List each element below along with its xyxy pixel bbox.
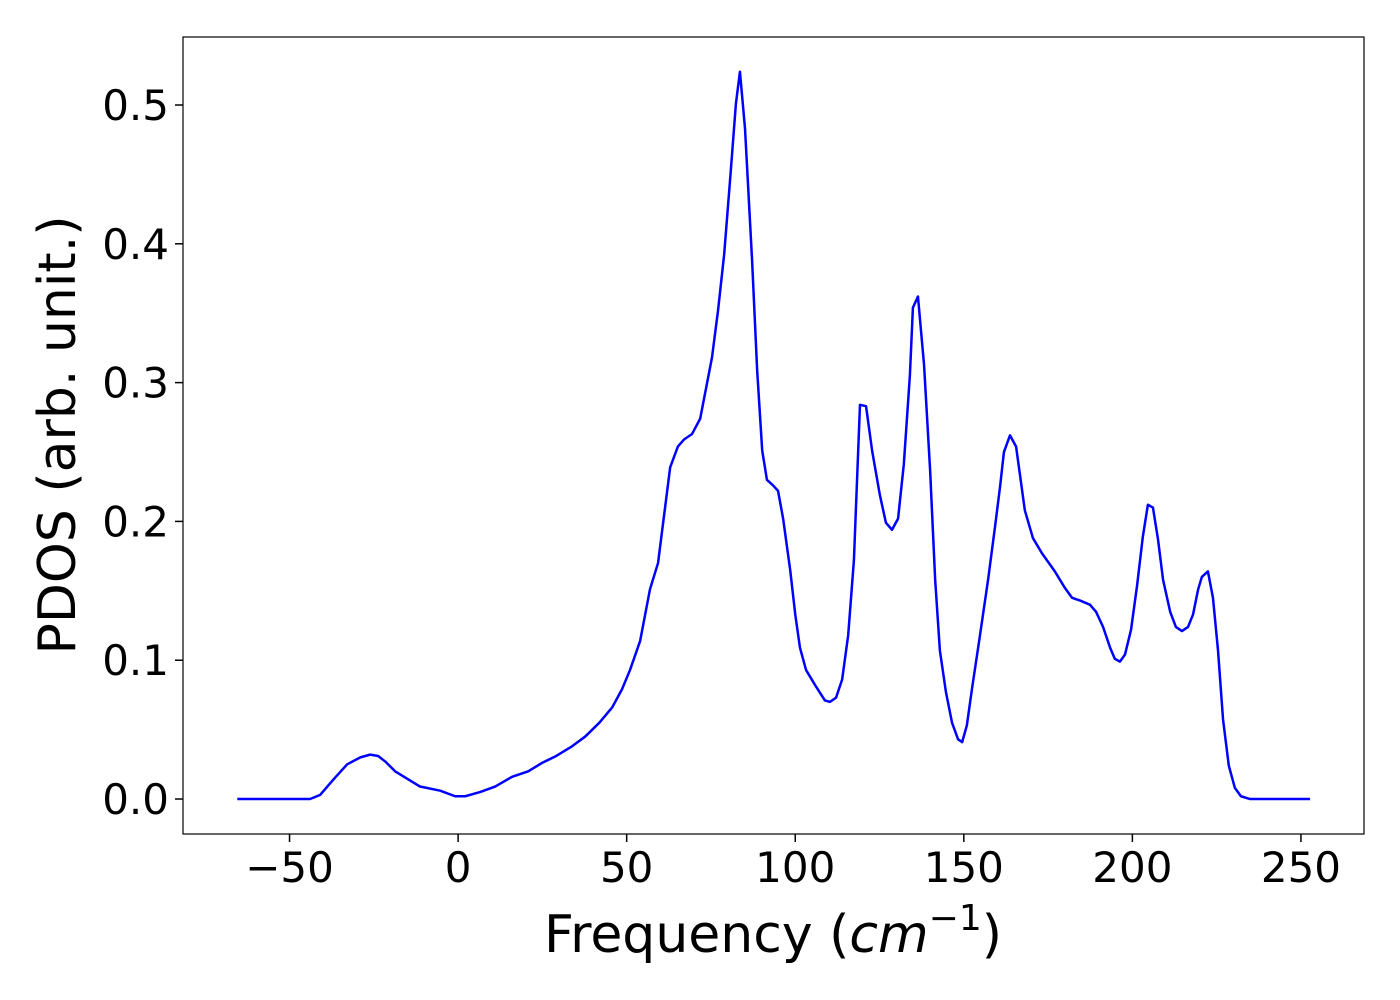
x-tick-label: 100	[755, 843, 835, 892]
x-tick-label: 0	[445, 843, 472, 892]
y-tick-label: 0.2	[102, 497, 169, 546]
x-axis-label: Frequency (cm−1)	[544, 898, 1002, 965]
x-tick-label: 50	[600, 843, 653, 892]
y-tick-label: 0.1	[102, 636, 169, 685]
x-tick-label: 250	[1261, 843, 1341, 892]
plot-frame	[182, 36, 1365, 835]
data-line	[237, 70, 1311, 801]
y-axis-label: PDOS (arb. unit.)	[28, 215, 88, 654]
y-tick-label: 0.4	[102, 220, 169, 269]
y-tick-label: 0.0	[102, 775, 169, 824]
y-tick-label: 0.5	[102, 81, 169, 130]
x-tick-label: 200	[1092, 843, 1172, 892]
x-tick-label: 150	[924, 843, 1004, 892]
x-label-end: )	[982, 905, 1002, 965]
x-label-sup: −1	[929, 898, 982, 939]
x-tick-label: −50	[245, 843, 334, 892]
y-tick-label: 0.3	[102, 359, 169, 408]
x-label-text: Frequency (	[544, 905, 849, 965]
x-label-math: cm	[849, 905, 928, 965]
